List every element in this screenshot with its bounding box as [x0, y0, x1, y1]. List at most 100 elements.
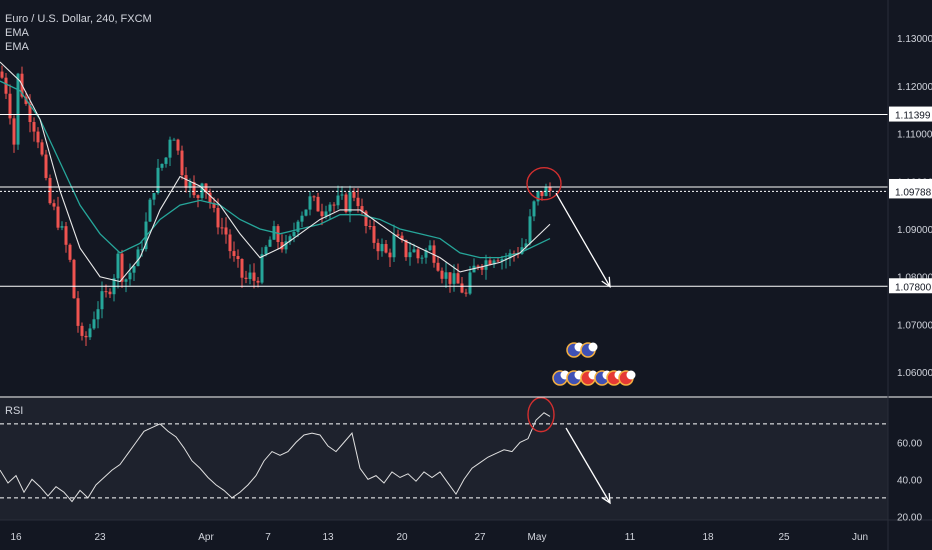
candle-body: [444, 272, 448, 279]
candle-body: [424, 250, 428, 258]
price-tick-label: 1.13000: [897, 34, 932, 45]
ema-slow-line: [0, 80, 551, 259]
candle-body: [32, 122, 36, 132]
candle-body: [8, 93, 12, 119]
candle-body: [332, 204, 336, 206]
candle-body: [164, 157, 168, 164]
candle-body: [484, 260, 488, 270]
candle-body: [452, 273, 456, 284]
time-tick-label: 18: [702, 532, 714, 543]
candle-body: [208, 192, 212, 203]
ema-label-1: EMA: [5, 27, 29, 39]
event-count-badge-icon: [626, 370, 636, 380]
rsi-label: RSI: [5, 405, 24, 417]
candle-body: [228, 234, 232, 252]
candle-body: [536, 191, 540, 202]
candle-body: [388, 252, 392, 258]
price-tick-label: 1.11000: [897, 130, 932, 141]
candle-body: [244, 277, 248, 279]
price-tick-label: 1.08000: [897, 273, 932, 284]
candle-body: [124, 279, 128, 282]
candle-body: [220, 227, 224, 229]
candle-body: [128, 272, 132, 280]
candle-body: [284, 241, 288, 250]
candle-body: [44, 154, 48, 178]
candle-body: [116, 253, 120, 279]
candle-body: [392, 234, 396, 258]
candle-body: [352, 191, 356, 198]
candle-body: [40, 142, 44, 155]
candle-body: [376, 242, 380, 252]
rsi-tick-label: 60.00: [897, 438, 922, 449]
candle-body: [340, 194, 344, 196]
candle-body: [324, 211, 328, 217]
candle-body: [416, 249, 420, 259]
time-tick-label: 16: [10, 532, 22, 543]
candle-body: [108, 291, 112, 295]
event-count-badge-icon: [588, 342, 598, 352]
candle-body: [148, 199, 152, 222]
candle-body: [476, 265, 480, 267]
candle-body: [264, 246, 268, 255]
candle-body: [200, 183, 204, 198]
candle-body: [360, 206, 364, 212]
candle-body: [400, 235, 404, 241]
candle-body: [260, 254, 264, 283]
candle-body: [492, 260, 496, 265]
candle-body: [436, 262, 440, 271]
candle-body: [396, 234, 400, 236]
highlight-circle-price: [526, 166, 562, 201]
candle-body: [288, 236, 292, 242]
candle-body: [184, 175, 188, 188]
price-arrow: [555, 192, 611, 288]
rsi-tick-label: 40.00: [897, 475, 922, 486]
candle-body: [172, 139, 176, 141]
candle-body: [328, 204, 332, 212]
candle-body: [216, 207, 220, 228]
candle-body: [292, 231, 296, 237]
candle-body: [88, 328, 92, 338]
candle-body: [104, 291, 108, 293]
rsi-arrow: [565, 427, 611, 504]
candle-body: [76, 298, 80, 326]
candle-body: [524, 243, 528, 248]
candle-body: [500, 259, 504, 261]
candle-body: [12, 118, 16, 145]
candle-body: [480, 266, 484, 270]
candle-body: [548, 187, 552, 191]
price-label-box: [889, 183, 932, 199]
candle-body: [300, 215, 304, 222]
highlight-circle-rsi: [527, 396, 555, 433]
candle-body: [48, 177, 52, 204]
candle-body: [488, 260, 492, 265]
price-pane[interactable]: [0, 61, 888, 347]
price-tick-label: 1.12000: [897, 82, 932, 93]
candle-body: [316, 196, 320, 212]
price-label-text: 1.09788: [895, 187, 932, 198]
rsi-pane[interactable]: [0, 398, 888, 520]
candle-body: [364, 211, 368, 226]
candle-body: [408, 252, 412, 258]
candle-body: [168, 139, 172, 158]
rsi-background: [0, 398, 888, 520]
candle-body: [188, 182, 192, 188]
candle-body: [420, 257, 424, 259]
candle-body: [252, 272, 256, 281]
time-tick-label: 27: [474, 532, 486, 543]
price-label-text: 1.11399: [895, 111, 931, 122]
symbol-title: Euro / U.S. Dollar, 240, FXCM: [5, 13, 152, 25]
candle-body: [156, 167, 160, 194]
candle-body: [56, 206, 60, 228]
candle-body: [80, 325, 84, 336]
time-tick-label: Jun: [852, 532, 868, 543]
chart-legend: Euro / U.S. Dollar, 240, FXCM EMA EMA: [5, 12, 152, 54]
candle-body: [64, 226, 68, 245]
candle-body: [68, 244, 72, 260]
price-arrow-head: [601, 276, 611, 289]
candle-body: [460, 283, 464, 293]
candle-body: [496, 260, 500, 262]
candle-body: [204, 183, 208, 193]
ema-label-2: EMA: [5, 41, 29, 53]
